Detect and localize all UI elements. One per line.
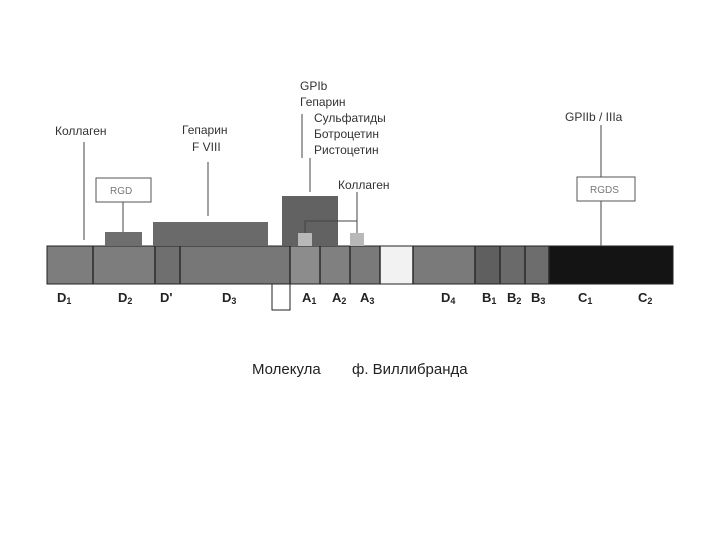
small-white-box [271,283,291,311]
domain-label-0: D1 [57,290,71,306]
segment-d-prime [155,246,180,284]
domain-label-12: C2 [638,290,652,306]
segment-a3 [350,246,380,284]
a3-small-square [350,233,364,246]
segment-b3 [525,246,549,284]
label-botrocetin: Ботроцетин [314,127,379,141]
label-collagen-left: Коллаген [55,124,107,138]
molecule-bar [46,245,674,311]
domain-label-4: A1 [302,290,316,306]
segment-a2 [320,246,350,284]
label-collagen-right: Коллаген [338,178,390,192]
label-heparin: Гепарин [182,123,228,137]
domain-label-2: D' [160,290,172,305]
rgds-box: RGDS [576,176,636,202]
domain-labels: D1 D2 D' D3 A1 A2 A3 D4 B1 B2 B3 C1 C2 [57,290,652,306]
segment-d4 [413,246,475,284]
domain-label-3: D3 [222,290,236,306]
segment-b1 [475,246,500,284]
segment-d1-d2 [47,246,155,284]
rgd-label: RGD [110,186,132,197]
segment-d3 [180,246,290,284]
rgds-label: RGDS [590,185,619,196]
label-gpib: GPIb [300,79,328,93]
label-fviii: F VIII [192,140,221,154]
domain-label-11: C1 [578,290,592,306]
callout-lines [83,114,602,246]
label-ristocetin: Ристоцетин [314,143,379,157]
domain-label-5: A2 [332,290,346,306]
caption-molecule: Молекула [252,361,321,378]
domain-label-10: B3 [531,290,545,306]
rgd-box: RGD [95,177,152,203]
label-gpiib-iiia: GPIIb / IIIa [565,110,623,124]
heparin-fviii-block [153,222,268,246]
label-sulfatides: Сульфатиды [314,111,386,125]
domain-label-7: D4 [441,290,455,306]
domain-label-9: B2 [507,290,521,306]
segment-gap [380,246,413,284]
label-heparin-gpib: Гепарин [300,95,346,109]
domain-label-8: B1 [482,290,496,306]
segment-a1 [290,246,320,284]
domain-label-1: D2 [118,290,132,306]
caption-vwf: ф. Виллибранда [352,361,468,378]
domain-label-6: A3 [360,290,374,306]
segment-b2 [500,246,525,284]
segment-c1-c2 [549,246,673,284]
rgd-region-block [105,232,142,246]
a1-small-square [298,233,312,246]
